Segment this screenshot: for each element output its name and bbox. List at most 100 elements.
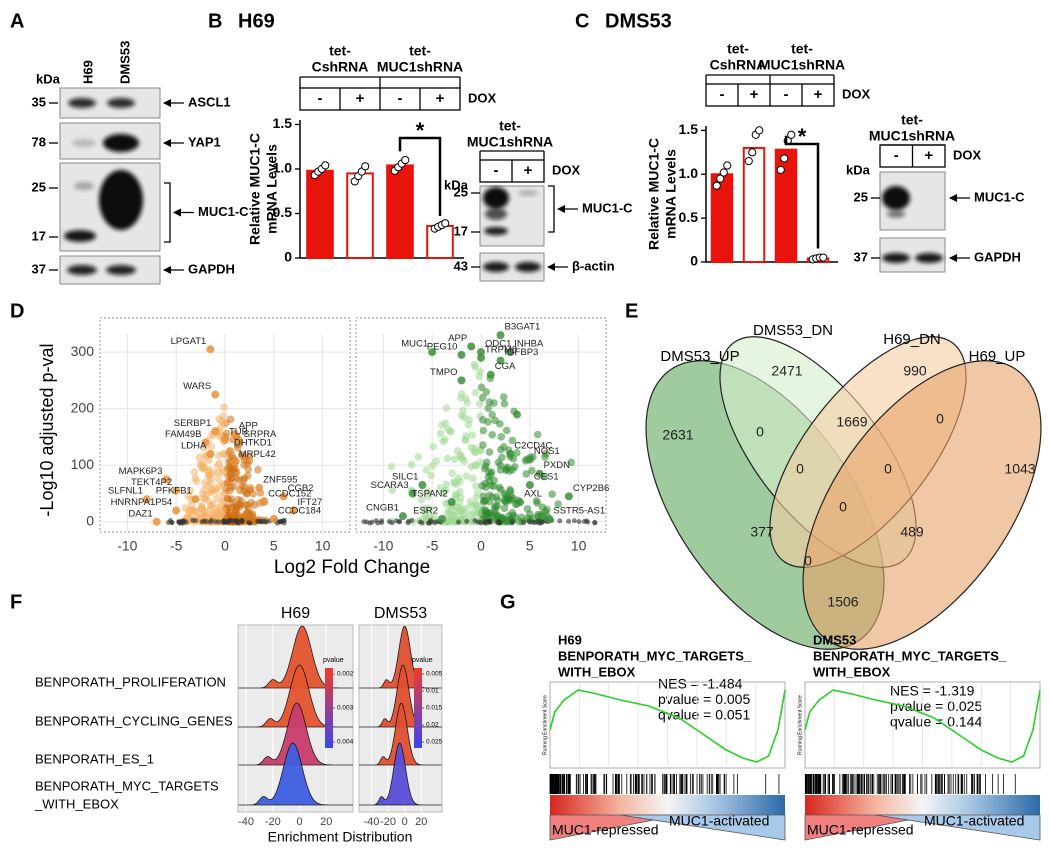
repressed-triangle <box>804 814 935 841</box>
x-tick-label: 0 <box>477 538 485 554</box>
point-cloud <box>567 458 576 467</box>
blot-band <box>64 230 96 242</box>
dox-label: DOX <box>953 147 982 162</box>
gene-point <box>525 481 534 490</box>
point-cloud <box>474 507 483 516</box>
gene-point <box>477 353 485 362</box>
point-cloud <box>513 410 521 419</box>
point-cloud <box>417 519 423 525</box>
group-label: CshRNA <box>312 59 369 75</box>
point-cloud <box>436 429 445 438</box>
blot-band <box>67 265 97 275</box>
dox-sign: - <box>398 90 403 107</box>
gene-label: FAM49B <box>165 429 201 440</box>
point-cloud <box>250 501 259 509</box>
point-cloud <box>490 504 499 512</box>
gene-point <box>255 483 264 492</box>
dox-label: DOX <box>552 162 581 177</box>
point-cloud <box>489 482 498 490</box>
group-label: MUC1shRNA <box>377 59 463 75</box>
blot-band <box>515 262 541 272</box>
panel-letter: F <box>10 591 22 613</box>
point-cloud <box>476 367 484 376</box>
blot-band <box>483 187 509 209</box>
panel-letter: C <box>575 10 589 32</box>
gene-point <box>279 492 288 501</box>
point-cloud <box>215 459 224 468</box>
gene-point <box>408 489 417 498</box>
region-count: 0 <box>884 461 892 477</box>
dox-sign: + <box>814 86 823 103</box>
point-cloud <box>226 415 235 424</box>
x-axis-label: Log2 Fold Change <box>274 557 430 578</box>
x-tick-label: -5 <box>170 538 183 554</box>
region-count: 1669 <box>836 414 867 430</box>
point-cloud <box>494 512 503 520</box>
y-axis-label: -Log10 adjusted p-val <box>37 343 57 516</box>
low-label: MUC1-repressed <box>552 822 659 838</box>
gsea-stat: NES = -1.484 <box>658 676 743 692</box>
kda-marker: 37 <box>32 261 46 276</box>
point-cloud <box>478 393 487 402</box>
y-axis-label: Relative MUC1-C <box>247 133 263 245</box>
region-count: 0 <box>839 499 847 515</box>
kda-marker: 17 <box>32 228 46 243</box>
legend-tick-label: 0.025 <box>426 739 443 746</box>
point-cloud <box>459 406 467 415</box>
region-count: 2471 <box>771 363 802 379</box>
gene-label: ESR2 <box>413 506 438 517</box>
point-cloud <box>220 403 228 412</box>
bracket <box>164 182 171 243</box>
point-cloud <box>479 441 487 449</box>
point-cloud <box>225 457 233 466</box>
gene-label: PXDN <box>544 460 571 471</box>
point-cloud <box>539 519 545 525</box>
y-tick-label: 0 <box>690 253 698 269</box>
dox-sign: + <box>356 90 365 107</box>
point-cloud <box>502 517 511 526</box>
group-label: CshRNA <box>710 57 767 73</box>
point-cloud <box>463 399 472 407</box>
ridge <box>238 664 353 728</box>
point-cloud <box>257 518 263 524</box>
repressed-triangle <box>549 814 680 841</box>
point-cloud <box>183 519 189 525</box>
gene-point <box>142 495 151 504</box>
point-cloud <box>198 490 207 498</box>
gene-point <box>206 345 215 354</box>
high-label: MUC1-activated <box>924 813 1024 829</box>
point-cloud <box>186 486 194 495</box>
point-cloud <box>421 510 430 519</box>
point-cloud <box>407 460 416 469</box>
point-cloud <box>427 471 435 480</box>
point-cloud <box>213 503 222 512</box>
x-tick-label: 20 <box>320 816 332 828</box>
point-cloud <box>379 518 385 524</box>
point-cloud <box>216 519 222 525</box>
plot-title: H69 <box>281 605 310 622</box>
point-cloud <box>482 388 491 396</box>
gene-label: NOS1 <box>534 446 560 457</box>
blot-band <box>915 253 943 263</box>
dox-sign: + <box>750 86 759 103</box>
gene-label: SSTR5-AS1 <box>553 506 605 517</box>
gene-label: LDHA <box>181 440 207 451</box>
gene-point <box>398 512 407 521</box>
bracket <box>548 185 555 233</box>
x-tick-label: -10 <box>117 538 137 554</box>
y-tick-label: 0.5 <box>679 209 699 225</box>
point-cloud <box>389 520 395 526</box>
point-cloud <box>488 511 497 520</box>
region-count: 489 <box>900 524 924 540</box>
point-cloud <box>466 510 475 519</box>
gsea-stat: NES = -1.319 <box>890 683 975 699</box>
significance: * <box>416 118 425 143</box>
point-cloud <box>462 504 471 513</box>
point-cloud <box>498 453 506 462</box>
point-cloud <box>571 518 577 524</box>
bar <box>386 164 414 259</box>
gene-point <box>162 475 171 484</box>
point-cloud <box>488 430 497 439</box>
point-cloud <box>557 518 563 524</box>
